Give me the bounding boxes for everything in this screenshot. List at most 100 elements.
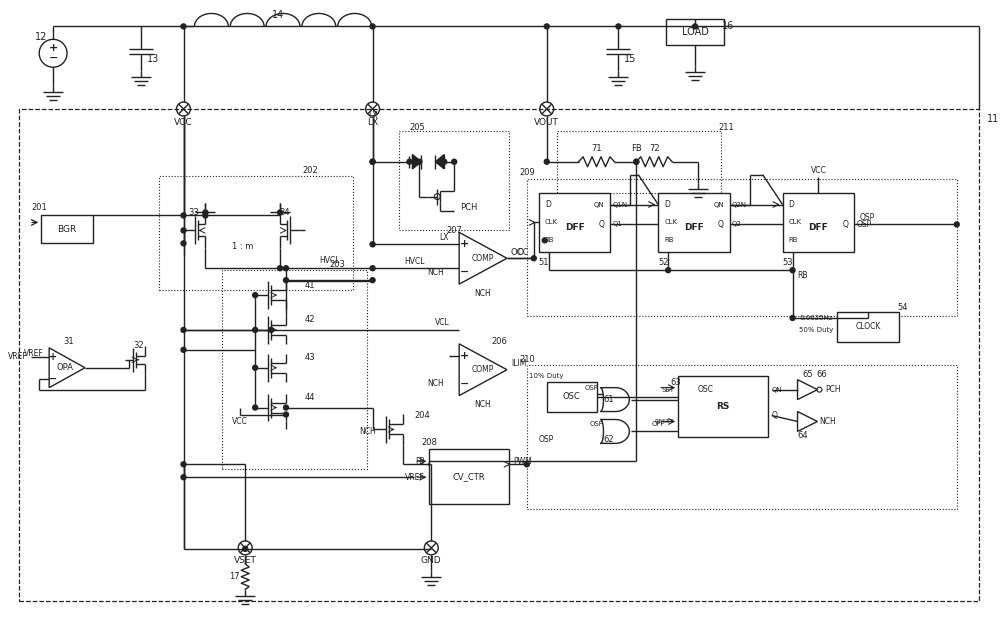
Circle shape	[417, 159, 422, 164]
Text: 13: 13	[147, 54, 159, 64]
Text: NCH: NCH	[475, 289, 491, 298]
Bar	[159, 175, 353, 290]
Circle shape	[181, 347, 186, 352]
Text: 16: 16	[722, 21, 734, 31]
Text: 43: 43	[305, 353, 315, 362]
Text: BGR: BGR	[57, 225, 77, 234]
Circle shape	[407, 159, 412, 164]
Circle shape	[181, 475, 186, 480]
Circle shape	[284, 412, 288, 417]
Text: D: D	[789, 200, 794, 209]
Text: 65: 65	[802, 370, 813, 379]
Text: QN: QN	[772, 387, 782, 392]
Circle shape	[452, 159, 457, 164]
Circle shape	[253, 328, 258, 332]
Text: +: +	[460, 351, 469, 361]
Text: VREF: VREF	[24, 349, 44, 359]
Polygon shape	[435, 155, 444, 169]
Text: 31: 31	[64, 337, 74, 347]
Text: LOAD: LOAD	[682, 28, 708, 37]
Text: 66: 66	[816, 370, 827, 379]
Text: 72: 72	[649, 144, 660, 153]
Text: 64: 64	[797, 431, 808, 440]
Bar	[557, 131, 721, 192]
Text: ILIM: ILIM	[511, 359, 526, 368]
Text: VOUT: VOUT	[534, 118, 559, 128]
Circle shape	[253, 365, 258, 370]
Text: 63: 63	[671, 378, 681, 387]
Text: FB: FB	[415, 457, 424, 466]
Text: 41: 41	[305, 281, 315, 289]
Text: LX: LX	[367, 118, 378, 128]
Text: FB: FB	[631, 144, 642, 153]
Circle shape	[544, 24, 549, 29]
Text: CLK: CLK	[545, 220, 558, 225]
Text: HVCL: HVCL	[320, 256, 340, 265]
Text: 15: 15	[624, 54, 637, 64]
Bar	[678, 376, 768, 437]
Circle shape	[181, 462, 186, 467]
Text: RS: RS	[716, 402, 730, 411]
Text: +: +	[49, 43, 58, 53]
Bar	[527, 179, 957, 316]
Polygon shape	[600, 387, 629, 411]
Text: OPA: OPA	[57, 363, 74, 372]
Polygon shape	[459, 232, 507, 284]
Text: −: −	[459, 379, 469, 389]
Text: NCH: NCH	[475, 400, 491, 409]
Text: NCH: NCH	[359, 427, 376, 436]
Bar	[399, 131, 509, 230]
Circle shape	[544, 159, 549, 164]
Text: NCH: NCH	[427, 379, 444, 388]
Circle shape	[666, 268, 671, 273]
Circle shape	[181, 241, 186, 246]
Text: RB: RB	[545, 237, 554, 243]
Circle shape	[203, 210, 208, 215]
Text: 208: 208	[421, 438, 437, 447]
Circle shape	[370, 242, 375, 247]
Bar	[547, 382, 597, 411]
Text: VREF: VREF	[405, 473, 424, 482]
Circle shape	[531, 256, 536, 261]
Text: Q: Q	[599, 220, 604, 229]
Text: VCC: VCC	[811, 166, 826, 175]
Text: 10% Duty: 10% Duty	[529, 373, 564, 379]
Text: OSP: OSP	[856, 220, 871, 229]
Text: 62: 62	[603, 435, 614, 444]
Text: 211: 211	[718, 123, 734, 133]
Text: CV_CTR: CV_CTR	[453, 472, 485, 481]
Text: Q: Q	[842, 220, 848, 229]
Text: DFF: DFF	[565, 223, 584, 232]
Circle shape	[284, 405, 288, 410]
Text: HVCL: HVCL	[404, 257, 425, 266]
Bar	[658, 192, 730, 252]
Text: D: D	[664, 200, 670, 209]
Text: −: −	[48, 53, 58, 64]
Text: OSP: OSP	[590, 421, 603, 428]
Bar	[666, 19, 724, 45]
Circle shape	[243, 547, 248, 552]
Text: PWM: PWM	[513, 457, 532, 466]
Text: GND: GND	[421, 556, 442, 565]
Circle shape	[269, 328, 274, 332]
Text: 207: 207	[446, 226, 462, 235]
Text: 204: 204	[414, 411, 430, 420]
Text: 53: 53	[782, 258, 793, 267]
Text: −: −	[459, 267, 469, 277]
Text: 1 : m: 1 : m	[232, 242, 253, 251]
Text: 34: 34	[280, 208, 290, 217]
Bar	[429, 449, 509, 504]
Text: 54: 54	[898, 303, 908, 311]
Text: 202: 202	[302, 166, 318, 175]
Circle shape	[616, 24, 621, 29]
Text: 51: 51	[539, 258, 549, 267]
Text: QN: QN	[713, 201, 724, 208]
Text: SET: SET	[661, 387, 674, 392]
Polygon shape	[49, 348, 85, 387]
Text: OC: OC	[511, 248, 523, 257]
Text: OFF: OFF	[652, 421, 665, 428]
Bar	[41, 216, 93, 243]
Circle shape	[181, 213, 186, 218]
Text: 201: 201	[31, 203, 47, 212]
Text: CLK: CLK	[664, 220, 677, 225]
